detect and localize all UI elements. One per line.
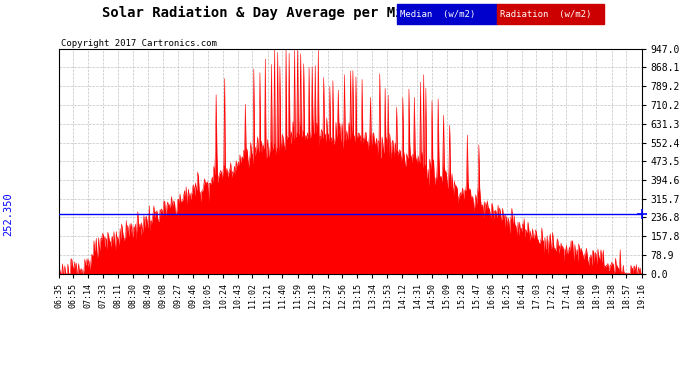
Text: Solar Radiation & Day Average per Minute  Tue Aug 29 19:28: Solar Radiation & Day Average per Minute… [102, 6, 588, 20]
Text: 252.350: 252.350 [3, 192, 13, 236]
Text: Radiation  (w/m2): Radiation (w/m2) [500, 10, 591, 18]
Text: Median  (w/m2): Median (w/m2) [400, 10, 475, 18]
Text: Copyright 2017 Cartronics.com: Copyright 2017 Cartronics.com [61, 39, 217, 48]
